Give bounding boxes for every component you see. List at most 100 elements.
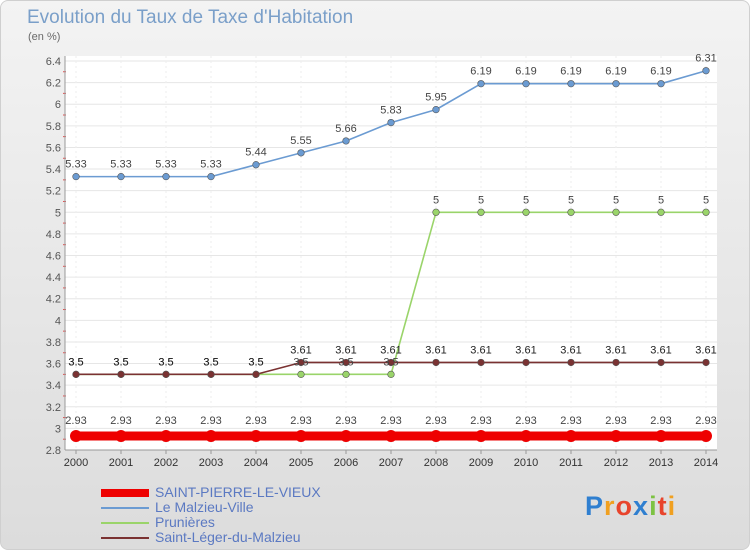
data-label: 3.5 bbox=[158, 356, 173, 368]
data-label: 6.19 bbox=[470, 66, 491, 78]
data-label: 6.19 bbox=[605, 66, 626, 78]
data-point bbox=[655, 429, 667, 442]
proxiti-logo: Proxiti bbox=[585, 491, 676, 522]
x-tick-label: 2008 bbox=[424, 457, 448, 469]
data-point bbox=[297, 149, 305, 157]
y-tick-label: 4.8 bbox=[46, 229, 61, 241]
data-point bbox=[477, 358, 485, 367]
data-point bbox=[297, 358, 305, 367]
data-label: 2.93 bbox=[335, 415, 356, 427]
data-point bbox=[702, 67, 710, 75]
legend-label: Saint-Léger-du-Malzieu bbox=[155, 529, 301, 545]
x-tick-label: 2007 bbox=[379, 457, 403, 469]
data-point bbox=[657, 80, 665, 88]
y-tick-label: 5.4 bbox=[46, 164, 61, 176]
x-tick-label: 2004 bbox=[244, 457, 268, 469]
data-label: 5 bbox=[703, 194, 709, 206]
data-label: 3.5 bbox=[248, 356, 263, 368]
chart-title: Evolution du Taux de Taxe d'Habitation bbox=[27, 7, 354, 28]
logo-letter: i bbox=[649, 491, 658, 521]
legend-item-le-malzieu-ville: Le Malzieu-Ville bbox=[101, 500, 321, 515]
data-label: 5.33 bbox=[110, 159, 131, 171]
data-point bbox=[205, 429, 217, 442]
data-point bbox=[117, 370, 125, 378]
data-label: 5.83 bbox=[380, 105, 401, 117]
logo-letter: i bbox=[667, 491, 677, 521]
data-label: 3.61 bbox=[515, 344, 536, 356]
x-tick-label: 2009 bbox=[469, 457, 493, 469]
data-point bbox=[342, 358, 350, 367]
data-label: 3.5 bbox=[113, 356, 128, 368]
legend-label: SAINT-PIERRE-LE-VIEUX bbox=[155, 484, 321, 500]
data-point bbox=[70, 429, 82, 442]
data-label: 5.33 bbox=[65, 159, 86, 171]
x-tick-label: 2000 bbox=[64, 457, 88, 469]
data-point bbox=[207, 173, 215, 181]
data-label: 3.5 bbox=[158, 356, 173, 368]
data-label: 3.61 bbox=[605, 344, 626, 356]
legend: SAINT-PIERRE-LE-VIEUX Le Malzieu-Ville P… bbox=[101, 485, 321, 545]
y-tick-label: 3.6 bbox=[46, 359, 61, 371]
data-point bbox=[477, 208, 485, 216]
data-label: 3.61 bbox=[470, 344, 491, 356]
data-point bbox=[72, 173, 80, 181]
y-tick-label: 6 bbox=[55, 99, 61, 111]
data-label: 2.93 bbox=[425, 415, 446, 427]
data-label: 5.44 bbox=[245, 147, 266, 159]
y-tick-label: 6.4 bbox=[46, 56, 61, 68]
data-label: 2.93 bbox=[65, 415, 86, 427]
logo-letter: r bbox=[604, 491, 616, 521]
x-tick-label: 2010 bbox=[514, 457, 538, 469]
data-label: 2.93 bbox=[155, 415, 176, 427]
legend-label: Le Malzieu-Ville bbox=[155, 499, 254, 515]
data-label: 2.93 bbox=[695, 415, 716, 427]
data-point bbox=[342, 370, 350, 378]
data-point bbox=[612, 208, 620, 216]
data-point bbox=[432, 106, 440, 114]
data-point bbox=[207, 370, 215, 378]
data-label: 2.93 bbox=[245, 415, 266, 427]
y-tick-label: 4.4 bbox=[46, 272, 61, 284]
legend-swatch-saint-leger-du-malzieu bbox=[101, 536, 149, 539]
data-point bbox=[115, 429, 127, 442]
data-point bbox=[475, 429, 487, 442]
legend-swatch-prunieres bbox=[101, 521, 149, 524]
data-point bbox=[340, 429, 352, 442]
data-point bbox=[565, 429, 577, 442]
data-point bbox=[567, 80, 575, 88]
y-tick-label: 3.8 bbox=[46, 337, 61, 349]
data-label: 3.61 bbox=[380, 344, 401, 356]
data-point bbox=[567, 358, 575, 367]
x-tick-label: 2005 bbox=[289, 457, 313, 469]
data-label: 5 bbox=[433, 194, 439, 206]
data-point bbox=[295, 429, 307, 442]
legend-swatch-le-malzieu-ville bbox=[101, 506, 149, 509]
legend-item-prunieres: Prunières bbox=[101, 515, 321, 530]
logo-letter: x bbox=[633, 491, 650, 521]
x-tick-label: 2002 bbox=[154, 457, 178, 469]
data-label: 2.93 bbox=[515, 415, 536, 427]
data-point bbox=[250, 429, 262, 442]
data-point bbox=[72, 370, 80, 378]
data-point bbox=[432, 208, 440, 216]
data-point bbox=[522, 358, 530, 367]
data-label: 3.61 bbox=[695, 344, 716, 356]
data-point bbox=[160, 429, 172, 442]
data-point bbox=[612, 80, 620, 88]
data-label: 2.93 bbox=[605, 415, 626, 427]
data-point bbox=[520, 429, 532, 442]
data-point bbox=[342, 137, 350, 145]
data-label: 3.61 bbox=[650, 344, 671, 356]
data-point bbox=[162, 370, 170, 378]
data-point bbox=[702, 208, 710, 216]
x-tick-label: 2013 bbox=[649, 457, 673, 469]
data-label: 6.19 bbox=[560, 66, 581, 78]
data-label: 5 bbox=[523, 194, 529, 206]
y-tick-label: 4 bbox=[55, 315, 61, 327]
data-point bbox=[387, 118, 395, 127]
data-label: 3.61 bbox=[290, 344, 311, 356]
data-label: 2.93 bbox=[560, 415, 581, 427]
x-tick-label: 2012 bbox=[604, 457, 628, 469]
data-point bbox=[387, 358, 395, 367]
